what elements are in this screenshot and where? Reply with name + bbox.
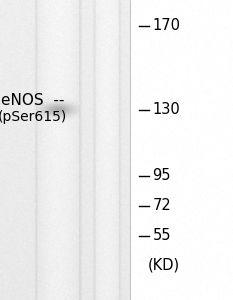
Text: 72: 72 [153, 198, 171, 213]
Text: 95: 95 [153, 168, 171, 183]
Text: eNOS  --: eNOS -- [1, 93, 64, 108]
Text: (KD): (KD) [148, 258, 180, 273]
Text: 130: 130 [153, 102, 180, 117]
Text: (pSer615): (pSer615) [0, 110, 67, 124]
Text: 170: 170 [153, 18, 181, 33]
Text: 55: 55 [153, 228, 171, 243]
